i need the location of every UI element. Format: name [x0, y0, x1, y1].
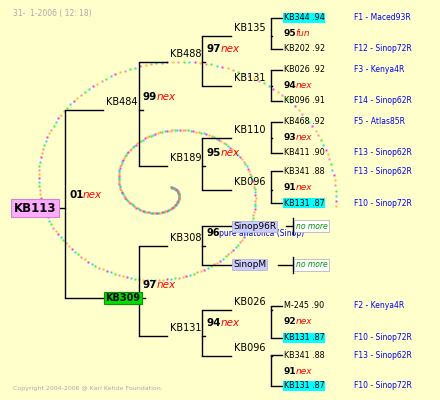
- Text: F13 - Sinop62R: F13 - Sinop62R: [354, 148, 412, 157]
- Text: KB026: KB026: [234, 297, 266, 307]
- Text: KB096: KB096: [234, 177, 265, 187]
- Text: 95: 95: [284, 30, 296, 38]
- Text: KB026 .92: KB026 .92: [284, 66, 325, 74]
- Text: KB202 .92: KB202 .92: [284, 44, 325, 53]
- Text: nex: nex: [157, 92, 176, 102]
- Text: nex: nex: [220, 318, 239, 328]
- Text: no more: no more: [296, 260, 327, 269]
- Text: pure anatolica (Sinop): pure anatolica (Sinop): [220, 229, 304, 238]
- Text: KB131: KB131: [170, 323, 202, 333]
- Text: 01: 01: [69, 190, 84, 200]
- Text: Sinop96R: Sinop96R: [233, 222, 276, 231]
- Text: KB135: KB135: [234, 23, 266, 33]
- Text: 92: 92: [284, 318, 296, 326]
- Text: M-245 .90: M-245 .90: [284, 302, 324, 310]
- Text: KB189: KB189: [170, 153, 202, 163]
- Text: 94: 94: [206, 318, 221, 328]
- Text: F10 - Sinop72R: F10 - Sinop72R: [354, 199, 412, 208]
- Text: KB484: KB484: [106, 97, 138, 107]
- Text: nex: nex: [296, 367, 312, 376]
- Text: 93: 93: [284, 134, 296, 142]
- Text: nex: nex: [296, 134, 312, 142]
- Text: nex: nex: [296, 318, 312, 326]
- Text: F13 - Sinop62R: F13 - Sinop62R: [354, 167, 412, 176]
- Text: F12 - Sinop72R: F12 - Sinop72R: [354, 44, 412, 53]
- Text: 95: 95: [206, 148, 221, 158]
- Text: KB341 .88: KB341 .88: [284, 351, 324, 360]
- Text: 31-  1-2006 ( 12: 18): 31- 1-2006 ( 12: 18): [13, 9, 92, 18]
- Text: F2 - Kenya4R: F2 - Kenya4R: [354, 302, 404, 310]
- Text: Copyright 2004-2006 @ Karl Kehde Foundation.: Copyright 2004-2006 @ Karl Kehde Foundat…: [13, 386, 163, 391]
- Text: nex: nex: [220, 44, 239, 54]
- Text: KB468 .92: KB468 .92: [284, 118, 324, 126]
- Text: KB309: KB309: [106, 293, 140, 303]
- Text: SinopM: SinopM: [233, 260, 266, 269]
- Text: 97: 97: [143, 280, 157, 290]
- Text: KB096 .91: KB096 .91: [284, 96, 324, 105]
- Text: F10 - Sinop72R: F10 - Sinop72R: [354, 382, 412, 390]
- Text: 97: 97: [206, 44, 221, 54]
- Text: KB131 .87: KB131 .87: [284, 334, 324, 342]
- Text: KB096: KB096: [234, 343, 265, 353]
- Text: F3 - Kenya4R: F3 - Kenya4R: [354, 66, 404, 74]
- Text: KB344 .94: KB344 .94: [284, 14, 324, 22]
- Text: KB308: KB308: [170, 233, 202, 243]
- Text: 99: 99: [143, 92, 157, 102]
- Text: 91: 91: [284, 183, 296, 192]
- Text: F14 - Sinop62R: F14 - Sinop62R: [354, 96, 412, 105]
- Text: nex: nex: [220, 148, 239, 158]
- Text: KB113: KB113: [14, 202, 56, 214]
- Text: KB411 .90: KB411 .90: [284, 148, 324, 157]
- Text: F13 - Sinop62R: F13 - Sinop62R: [354, 351, 412, 360]
- Text: 96: 96: [206, 228, 220, 238]
- Text: F10 - Sinop72R: F10 - Sinop72R: [354, 334, 412, 342]
- Text: nex: nex: [296, 183, 312, 192]
- Text: nex: nex: [83, 190, 102, 200]
- Text: KB131: KB131: [234, 73, 265, 83]
- Text: nex: nex: [157, 280, 176, 290]
- Text: nex: nex: [296, 82, 312, 90]
- Text: F1 - Maced93R: F1 - Maced93R: [354, 14, 411, 22]
- Text: F5 - Atlas85R: F5 - Atlas85R: [354, 118, 405, 126]
- Text: KB488: KB488: [170, 49, 202, 59]
- Text: no more: no more: [296, 222, 327, 231]
- Text: KB341 .88: KB341 .88: [284, 167, 324, 176]
- Text: KB131 .87: KB131 .87: [284, 382, 324, 390]
- Text: 94: 94: [284, 82, 297, 90]
- Text: KB131 .87: KB131 .87: [284, 199, 324, 208]
- Text: fun: fun: [296, 30, 310, 38]
- Text: KB110: KB110: [234, 125, 265, 135]
- Text: 91: 91: [284, 367, 296, 376]
